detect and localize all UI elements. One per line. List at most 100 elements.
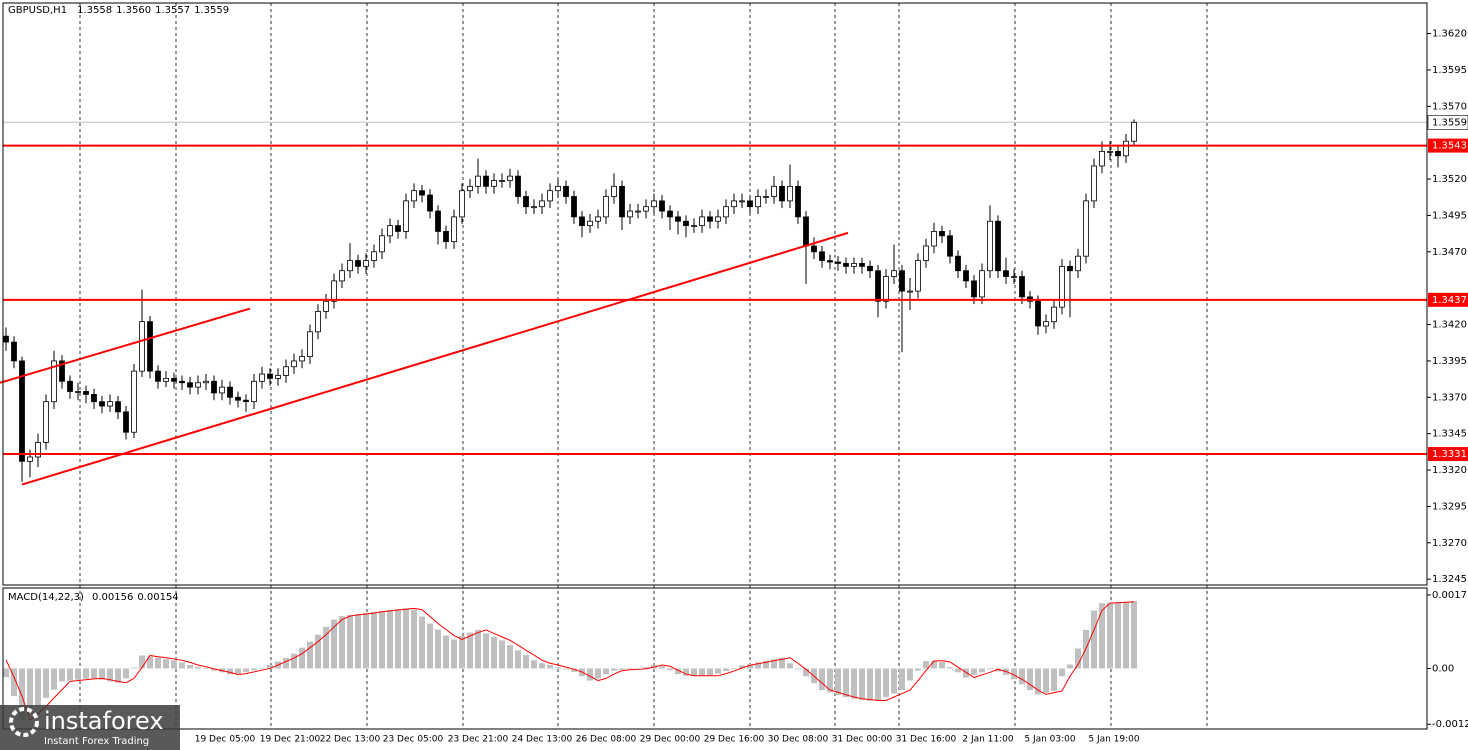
candle-body xyxy=(315,311,321,333)
trendline xyxy=(21,231,849,486)
macd-bar xyxy=(379,610,385,669)
candle-body xyxy=(123,411,129,433)
level-label: 1.3437 xyxy=(1432,295,1467,306)
candle-body xyxy=(755,196,761,208)
candle-body xyxy=(459,190,465,218)
candle-body xyxy=(835,261,841,264)
macd-bar xyxy=(923,661,929,669)
macd-bar xyxy=(451,639,457,669)
macd-y-tick-label: 0.00 xyxy=(1432,663,1454,674)
macd-bar xyxy=(1075,648,1081,669)
candle-body xyxy=(395,225,401,232)
candle-body xyxy=(867,265,873,272)
macd-bar xyxy=(179,662,185,669)
macd-bar xyxy=(667,668,673,671)
macd-bar xyxy=(611,668,617,671)
candle-body xyxy=(939,231,945,237)
macd-bar xyxy=(819,668,825,691)
watermark-tagline: Instant Forex Trading xyxy=(44,736,149,747)
candle-body xyxy=(203,380,209,384)
macd-bar xyxy=(227,668,233,675)
macd-bar xyxy=(763,660,769,669)
candle-body xyxy=(451,216,457,243)
macd-bar xyxy=(467,632,473,669)
macd-bar xyxy=(483,633,489,669)
macd-bar xyxy=(691,668,697,676)
candle-body xyxy=(27,456,33,462)
candle-body xyxy=(827,260,833,263)
candle-body xyxy=(283,366,289,376)
x-tick-label: 2 Jan 11:00 xyxy=(962,735,1014,745)
y-tick-label: 1.3295 xyxy=(1432,501,1467,512)
macd-bar xyxy=(1107,602,1113,669)
macd-bar xyxy=(331,619,337,669)
macd-bar xyxy=(939,661,945,669)
macd-name: MACD(14,22,3) xyxy=(8,592,84,603)
macd-bar xyxy=(955,668,961,673)
candle-body xyxy=(91,393,97,403)
macd-bar xyxy=(715,668,721,674)
candle-body xyxy=(475,175,481,187)
candle-body xyxy=(627,210,633,218)
candle-body xyxy=(1083,200,1089,257)
candle-body xyxy=(155,370,161,382)
candle-body xyxy=(803,216,809,247)
candle-body xyxy=(747,200,753,208)
x-tick-label: 19 Dec 05:00 xyxy=(195,735,256,745)
candle-body xyxy=(875,270,881,302)
macd-bar xyxy=(515,650,521,669)
y-tick-label: 1.3370 xyxy=(1432,392,1467,403)
macd-panel-frame xyxy=(2,587,1428,730)
macd-bar xyxy=(971,668,977,675)
candle-body xyxy=(331,280,337,302)
candle-body xyxy=(35,442,41,458)
macd-bar xyxy=(67,668,73,681)
macd-bar xyxy=(267,664,273,669)
candle-body xyxy=(291,360,297,368)
candle-body xyxy=(435,210,441,232)
macd-bar xyxy=(843,668,849,697)
candle-body xyxy=(387,225,393,237)
macd-bar xyxy=(403,608,409,669)
candle-body xyxy=(739,200,745,203)
candle-body xyxy=(555,185,561,192)
macd-bar xyxy=(659,666,665,669)
candle-body xyxy=(667,210,673,218)
y-tick-label: 1.3420 xyxy=(1432,320,1467,331)
candle-body xyxy=(443,231,449,243)
macd-bar xyxy=(675,668,681,675)
candle-body xyxy=(915,260,921,292)
candle-body xyxy=(843,263,849,267)
macd-bar xyxy=(43,668,49,698)
macd-bar xyxy=(147,656,153,669)
candle-body xyxy=(411,190,417,202)
macd-bar xyxy=(91,668,97,679)
candle-body xyxy=(211,380,217,394)
candle-body xyxy=(3,335,9,343)
macd-header: MACD(14,22,3) 0.00156 0.00154 xyxy=(8,592,179,603)
candle-body xyxy=(699,216,705,227)
macd-bar xyxy=(27,668,33,714)
x-tick-label: 29 Dec 00:00 xyxy=(640,735,701,745)
macd-bar xyxy=(747,663,753,669)
watermark-brand: instaforex xyxy=(44,707,164,735)
macd-bar xyxy=(35,668,41,707)
candle-body xyxy=(219,386,225,394)
candle-body xyxy=(819,251,825,261)
macd-bar xyxy=(355,613,361,669)
macd-bar xyxy=(555,667,561,669)
macd-bar xyxy=(283,658,289,669)
macd-bar xyxy=(1011,668,1017,680)
macd-bar xyxy=(1027,668,1033,691)
macd-bar xyxy=(635,668,641,669)
macd-signal-line xyxy=(5,601,1135,722)
x-tick-label: 26 Dec 08:00 xyxy=(576,735,637,745)
candle-body xyxy=(715,216,721,222)
macd-bar xyxy=(963,668,969,678)
candle-body xyxy=(883,276,889,302)
candle-body xyxy=(1003,270,1009,277)
candle-body xyxy=(675,216,681,222)
macd-bar xyxy=(859,668,865,700)
candle-body xyxy=(899,270,905,292)
